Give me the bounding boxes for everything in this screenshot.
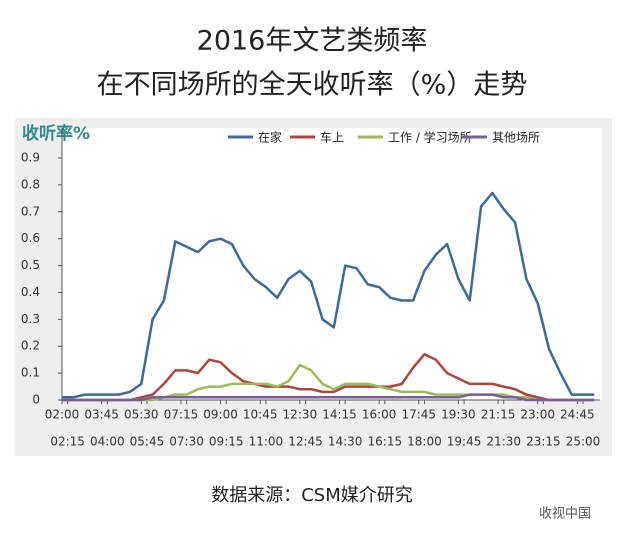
legend-label: 其他场所 <box>492 131 540 145</box>
y-tick-label: 0.3 <box>21 312 40 326</box>
x-tick-label: 07:15 <box>164 408 199 422</box>
x-tick-label: 21:15 <box>481 408 516 422</box>
x-tick-label: 11:00 <box>249 435 284 449</box>
x-tick-label: 02:15 <box>50 435 85 449</box>
x-tick-label: 04:00 <box>90 435 125 449</box>
x-tick-label: 03:45 <box>84 408 119 422</box>
y-tick-label: 0.4 <box>21 285 40 299</box>
x-tick-label: 17:45 <box>401 408 436 422</box>
x-tick-label: 02:00 <box>45 408 80 422</box>
x-tick-label: 19:45 <box>447 435 482 449</box>
watermark: 收视中国 <box>539 507 591 522</box>
y-tick-label: 0.6 <box>21 231 40 245</box>
x-tick-label: 23:15 <box>526 435 561 449</box>
x-tick-label: 16:00 <box>362 408 397 422</box>
x-tick-label: 21:30 <box>486 435 521 449</box>
x-tick-label: 10:45 <box>243 408 278 422</box>
y-axis-title: 收听率% <box>22 123 90 144</box>
y-tick-label: 0.7 <box>21 204 40 218</box>
x-tick-label: 05:30 <box>124 408 159 422</box>
line-series <box>62 191 595 399</box>
legend-label: 在家 <box>258 130 282 145</box>
x-tick-label: 09:00 <box>203 408 238 422</box>
x-tick-label: 16:15 <box>368 435 403 449</box>
y-tick-label: 0.8 <box>21 177 40 191</box>
x-tick-label: 12:45 <box>288 435 323 449</box>
chart-title: 2016年文艺类频率 <box>197 26 428 57</box>
chart-subtitle: 在不同场所的全天收听率（%）走势 <box>97 70 528 101</box>
x-tick-label: 18:00 <box>407 435 442 449</box>
line-series <box>62 393 595 402</box>
line-series <box>62 363 595 402</box>
y-tick-label: 0 <box>32 393 40 407</box>
legend-label: 车上 <box>320 130 344 145</box>
y-tick-label: 0.5 <box>21 258 40 272</box>
x-tick-label: 07:30 <box>169 435 204 449</box>
x-tick-label: 25:00 <box>566 435 601 449</box>
y-tick-label: 0.1 <box>21 366 40 380</box>
y-tick-label: 0.2 <box>21 339 40 353</box>
x-tick-label: 09:15 <box>209 435 244 449</box>
x-tick-label: 24:45 <box>560 408 595 422</box>
source-note: 数据来源：CSM媒介研究 <box>211 485 413 506</box>
x-tick-label: 05:45 <box>130 435 165 449</box>
x-tick-label: 14:15 <box>322 408 357 422</box>
plot-background <box>62 128 602 400</box>
y-tick-label: 0.9 <box>21 151 40 165</box>
x-tick-label: 23:00 <box>520 408 555 422</box>
legend-label: 工作 / 学习场所 <box>388 130 472 145</box>
x-tick-label: 14:30 <box>328 435 363 449</box>
x-tick-label: 12:30 <box>283 408 318 422</box>
x-tick-label: 19:30 <box>441 408 476 422</box>
line-series <box>62 353 595 402</box>
